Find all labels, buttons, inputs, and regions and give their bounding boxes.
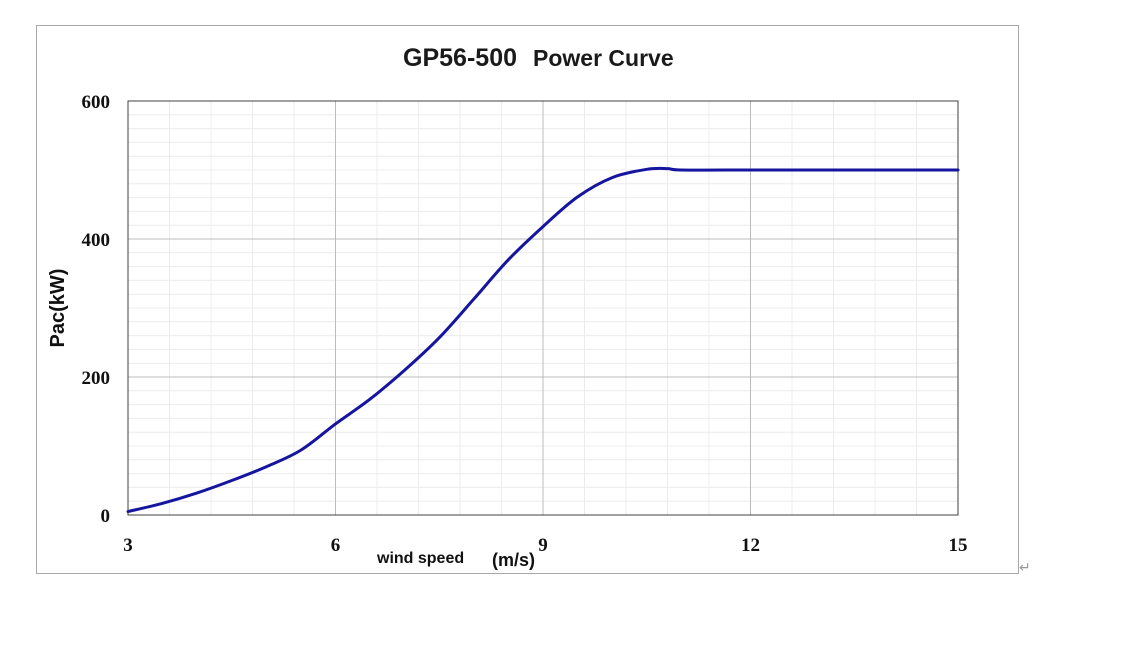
y-tick-label: 200 <box>82 368 111 389</box>
y-tick-label: 0 <box>101 506 111 527</box>
x-tick-label: 15 <box>949 535 968 556</box>
x-axis-unit: (m/s) <box>492 550 535 570</box>
tick-labels: 3 6 9 12 15 0 200 400 600 <box>82 92 968 556</box>
x-tick-label: 12 <box>741 535 760 556</box>
chart-title: GP56-500 <box>403 44 517 72</box>
x-axis-title: wind speed <box>376 550 464 567</box>
x-tick-label: 6 <box>331 535 341 556</box>
x-tick-label: 3 <box>123 535 133 556</box>
x-tick-label: 9 <box>538 535 548 556</box>
series-layer <box>126 166 960 514</box>
plot-area-frame <box>127 100 959 516</box>
chart-subtitle: Power Curve <box>533 45 674 71</box>
y-tick-label: 400 <box>82 230 111 251</box>
power-curve-line <box>126 166 960 514</box>
y-axis-title: Pac(kW) <box>47 269 69 348</box>
y-tick-label: 600 <box>82 92 111 113</box>
return-mark-icon: ↵ <box>1019 560 1031 576</box>
chart-area-border <box>36 25 1019 574</box>
